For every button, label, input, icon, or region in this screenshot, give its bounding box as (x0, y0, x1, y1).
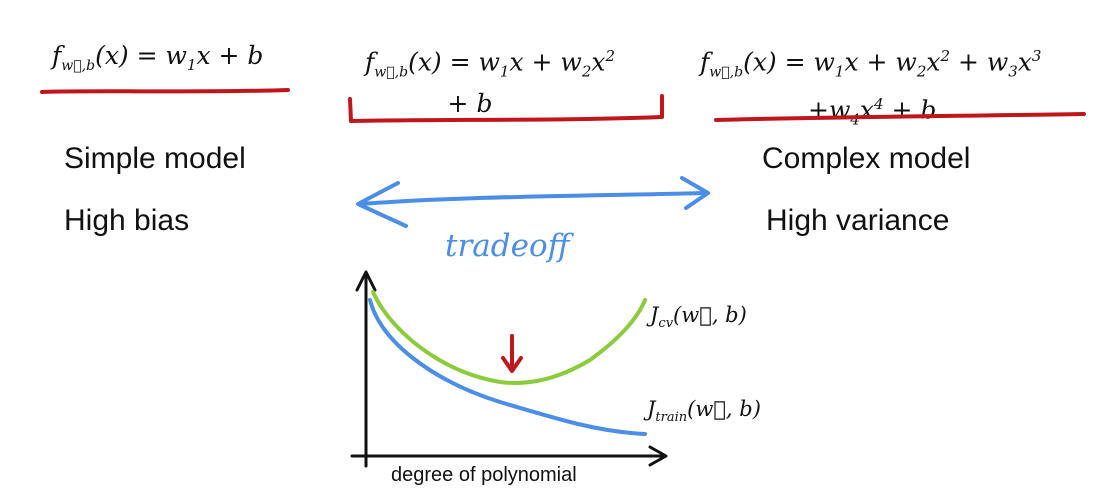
high-bias-label: High bias (64, 204, 190, 237)
high-variance-label: High variance (766, 204, 950, 237)
formula-quadratic: fw⃗,b(x) = w1x + w2x2 + b (365, 47, 616, 119)
tradeoff-arrow-right-head (680, 176, 710, 210)
y-axis-arrowhead (355, 270, 377, 292)
cv-curve-label: Jcv(w⃗, b) (650, 303, 747, 332)
simple-model-label: Simple model (64, 142, 246, 175)
train-curve-label: Jtrain(w⃗, b) (647, 397, 761, 426)
complex-model-label: Complex model (762, 142, 971, 175)
x-axis-arrowhead (648, 445, 668, 467)
formula-linear: fw⃗,b(x) = w1x + b (52, 41, 264, 74)
underline-quartic (714, 112, 1086, 122)
minimum-marker-arrowhead (501, 356, 523, 373)
underline-linear (40, 88, 290, 94)
cv-curve (371, 290, 647, 385)
tradeoff-label: tradeoff (445, 228, 570, 264)
underline-quadratic-bracket (348, 94, 664, 123)
tradeoff-arrow-shaft (358, 191, 708, 206)
tradeoff-arrow-left-head (356, 181, 408, 228)
x-axis-label: degree of polynomial (391, 464, 577, 486)
train-curve (368, 298, 647, 436)
